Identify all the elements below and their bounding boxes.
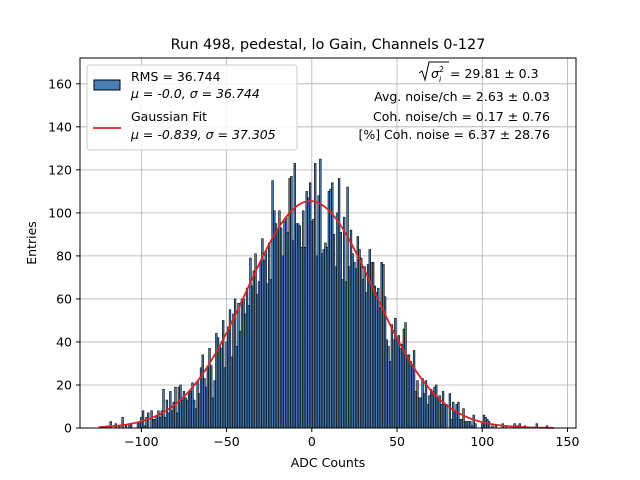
- histogram-bar: [141, 410, 145, 429]
- legend-histogram-label-2: μ = -0.0, σ = 36.744: [130, 86, 260, 101]
- svg-text:i: i: [439, 75, 442, 84]
- histogram-bar: [474, 423, 477, 429]
- y-tick-label: 100: [48, 205, 72, 220]
- y-tick-label: 120: [48, 162, 72, 177]
- grid: [80, 58, 576, 429]
- y-tick-label: 40: [56, 334, 72, 349]
- x-tick-label: −50: [213, 434, 239, 449]
- legend-histogram-label-1: RMS = 36.744: [131, 69, 221, 84]
- plot-frame: [79, 57, 577, 429]
- svg-text:2: 2: [439, 65, 444, 74]
- histogram-bar: [147, 412, 150, 429]
- annotation-coh-noise-percent: [%] Coh. noise = 6.37 ± 28.76: [358, 127, 550, 142]
- annotation-coh-noise: Coh. noise/ch = 0.17 ± 0.76: [373, 109, 550, 124]
- histogram-bar: [487, 421, 491, 429]
- sqrt-sigma-symbol: σ 2 i: [418, 61, 449, 84]
- legend-fit-label-1: Gaussian Fit: [131, 109, 207, 124]
- y-axis-label: Entries: [24, 221, 39, 265]
- y-tick-label: 20: [56, 377, 72, 392]
- legend-box: [86, 64, 298, 151]
- x-tick-label: −100: [124, 434, 158, 449]
- x-axis-label: ADC Counts: [291, 455, 366, 470]
- legend-fit-label-2: μ = -0.839, σ = 37.305: [130, 127, 276, 142]
- svg-text:σ: σ: [431, 66, 440, 81]
- noise-annotations: σ 2 i = 29.81 ± 0.3 Avg. noise/ch = 2.63…: [358, 61, 550, 142]
- histogram-bar: [445, 404, 448, 429]
- y-tick-label: 0: [64, 421, 72, 436]
- chart-title: Run 498, pedestal, lo Gain, Channels 0-1…: [171, 37, 486, 53]
- legend-histogram-swatch: [93, 79, 121, 91]
- y-tick-label: 80: [56, 248, 72, 263]
- gaussian-fit-curve: [98, 200, 554, 429]
- y-tick-label: 140: [48, 119, 72, 134]
- annotation-avg-noise: Avg. noise/ch = 2.63 ± 0.03: [374, 89, 550, 104]
- x-tick-label: 150: [556, 434, 580, 449]
- y-axis-ticks: 0 20 40 60 80 100 120 140 160: [48, 76, 80, 436]
- legend: RMS = 36.744 μ = -0.0, σ = 36.744 Gaussi…: [86, 64, 298, 151]
- histogram-bars: [106, 158, 549, 429]
- x-tick-label: 50: [389, 434, 405, 449]
- x-axis-ticks: −100 −50 0 50 100 150: [124, 428, 579, 449]
- annotation-sqrt-sigma: = 29.81 ± 0.3: [450, 66, 539, 81]
- y-tick-label: 160: [48, 76, 72, 91]
- histogram-bar: [121, 416, 124, 429]
- x-tick-label: 100: [470, 434, 494, 449]
- y-tick-label: 60: [56, 291, 72, 306]
- x-tick-label: 0: [308, 434, 316, 449]
